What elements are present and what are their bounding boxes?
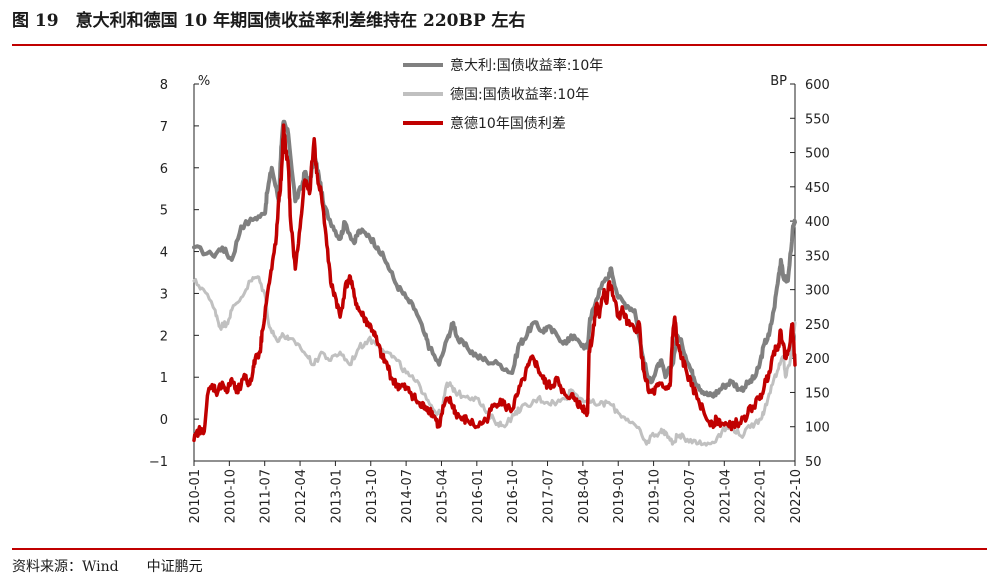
bottom-red-rule: [12, 548, 987, 550]
right-tick-label: 300: [805, 284, 830, 299]
left-tick-label: 4: [160, 246, 168, 261]
right-tick-label: 450: [805, 181, 830, 196]
x-tick-label: 2019-01: [612, 469, 627, 523]
left-tick-label: −1: [149, 455, 168, 470]
series-line-1: [192, 119, 797, 399]
left-tick-label: 1: [160, 371, 168, 386]
x-tick-label: 2010-01: [188, 469, 203, 523]
axes: −1 0 1 2 3 4 5 6 7 8 % 50 100 150 200 250 300 350 400 450 50…: [149, 74, 830, 523]
x-tick-label: 2017-07: [542, 469, 557, 523]
top-red-rule: [12, 44, 987, 46]
legend-label-3: 意德10年国债利差: [450, 115, 566, 132]
x-tick-label: 2016-10: [506, 469, 521, 523]
right-tick-label: 200: [805, 352, 830, 367]
x-tick-label: 2022-01: [754, 469, 769, 523]
right-axis-unit: BP: [770, 74, 787, 89]
right-tick-label: 150: [805, 386, 830, 401]
right-tick-label: 500: [805, 147, 830, 162]
x-tick-label: 2013-10: [365, 469, 380, 523]
source-note: 资料来源：Wind 中证鹏元: [12, 559, 203, 575]
x-tick-label: 2015-04: [435, 469, 450, 523]
series-layer: [192, 119, 797, 447]
series-line-2: [192, 275, 797, 447]
legend-label-2: 德国:国债收益率:10年: [450, 86, 589, 103]
x-tick-label: 2012-04: [294, 469, 309, 523]
right-tick-label: 600: [805, 78, 830, 93]
x-tick-label: 2010-10: [223, 469, 238, 523]
right-tick-label: 50: [805, 455, 822, 470]
left-tick-label: 2: [160, 329, 168, 344]
x-tick-label: 2022-10: [789, 469, 804, 523]
right-tick-label: 550: [805, 112, 830, 127]
left-tick-label: 8: [160, 78, 168, 93]
figure-title: 图 19 意大利和德国 10 年期国债收益率利差维持在 220BP 左右: [12, 11, 526, 31]
x-tick-label: 2013-01: [329, 469, 344, 523]
x-tick-label: 2020-07: [683, 469, 698, 523]
left-tick-label: 6: [160, 162, 168, 177]
x-tick-label: 2019-10: [648, 469, 663, 523]
right-tick-label: 350: [805, 249, 830, 264]
left-tick-label: 7: [160, 120, 168, 135]
left-axis-unit: %: [198, 74, 210, 89]
x-tick-label: 2011-07: [259, 469, 274, 523]
x-tick-label: 2018-04: [577, 469, 592, 523]
x-tick-label: 2016-01: [471, 469, 486, 523]
x-tick-label: 2021-04: [718, 469, 733, 523]
right-tick-label: 250: [805, 318, 830, 333]
legend-label-1: 意大利:国债收益率:10年: [450, 57, 603, 74]
left-tick-label: 5: [160, 204, 168, 219]
right-tick-label: 100: [805, 421, 830, 436]
right-tick-label: 400: [805, 215, 830, 230]
series-line-3: [192, 123, 797, 443]
left-tick-label: 0: [160, 413, 168, 428]
left-tick-label: 3: [160, 287, 168, 302]
x-tick-label: 2014-07: [400, 469, 415, 523]
